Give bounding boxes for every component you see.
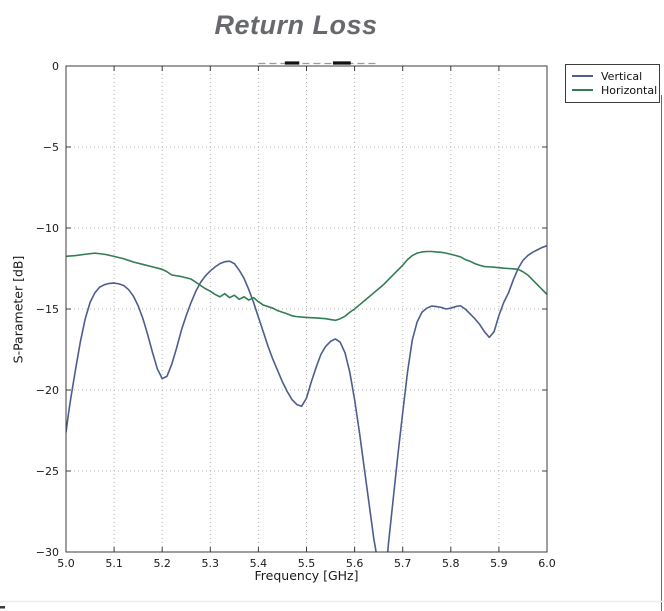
legend: Vertical Horizontal bbox=[565, 64, 660, 103]
x-tick-label: 6.0 bbox=[538, 557, 556, 570]
x-tick-label: 5.7 bbox=[394, 557, 412, 570]
y-axis-label: S-Parameter [dB] bbox=[10, 255, 26, 364]
x-tick-label: 5.9 bbox=[490, 557, 508, 570]
x-tick-label: 5.1 bbox=[105, 557, 123, 570]
y-tick-label: −30 bbox=[36, 546, 59, 559]
legend-item-vertical: Vertical bbox=[572, 69, 654, 83]
series-line-horizontal bbox=[66, 250, 547, 322]
x-tick-label: 5.6 bbox=[346, 557, 364, 570]
x-tick-label: 5.3 bbox=[202, 557, 220, 570]
y-tick-label: −15 bbox=[36, 303, 59, 316]
gridlines bbox=[65, 65, 548, 553]
legend-label-horizontal: Horizontal bbox=[601, 83, 658, 97]
zero-db-clipped-trace bbox=[258, 61, 377, 65]
legend-label-vertical: Vertical bbox=[601, 69, 643, 83]
y-tick-label: 0 bbox=[52, 60, 59, 73]
x-tick-label: 5.8 bbox=[442, 557, 460, 570]
y-tick-label: −25 bbox=[36, 465, 59, 478]
x-tick-label: 5.4 bbox=[250, 557, 268, 570]
chart-title: Return Loss bbox=[214, 10, 378, 40]
legend-item-horizontal: Horizontal bbox=[572, 83, 658, 97]
y-tick-label: −10 bbox=[36, 222, 59, 235]
horizontal-series-swatch bbox=[572, 89, 593, 91]
screenshot-edge-artifact bbox=[0, 95, 664, 611]
x-tick-labels: 5.0 5.1 5.2 5.3 5.4 5.5 5.6 5.7 5.8 5.9 6.0 bbox=[57, 557, 556, 570]
series-line-vertical bbox=[66, 245, 547, 552]
x-axis-label: Frequency [GHz] bbox=[254, 568, 359, 583]
x-tick-label: 5.0 bbox=[57, 557, 75, 570]
y-tick-label: −20 bbox=[36, 384, 59, 397]
x-tick-label: 5.2 bbox=[153, 557, 171, 570]
x-tick-label: 5.5 bbox=[298, 557, 316, 570]
y-tick-labels: 0 −5 −10 −15 −20 −25 −30 bbox=[36, 60, 59, 559]
vertical-series-swatch bbox=[572, 75, 593, 77]
axis-ticks bbox=[65, 65, 548, 553]
y-tick-label: −5 bbox=[43, 141, 59, 154]
